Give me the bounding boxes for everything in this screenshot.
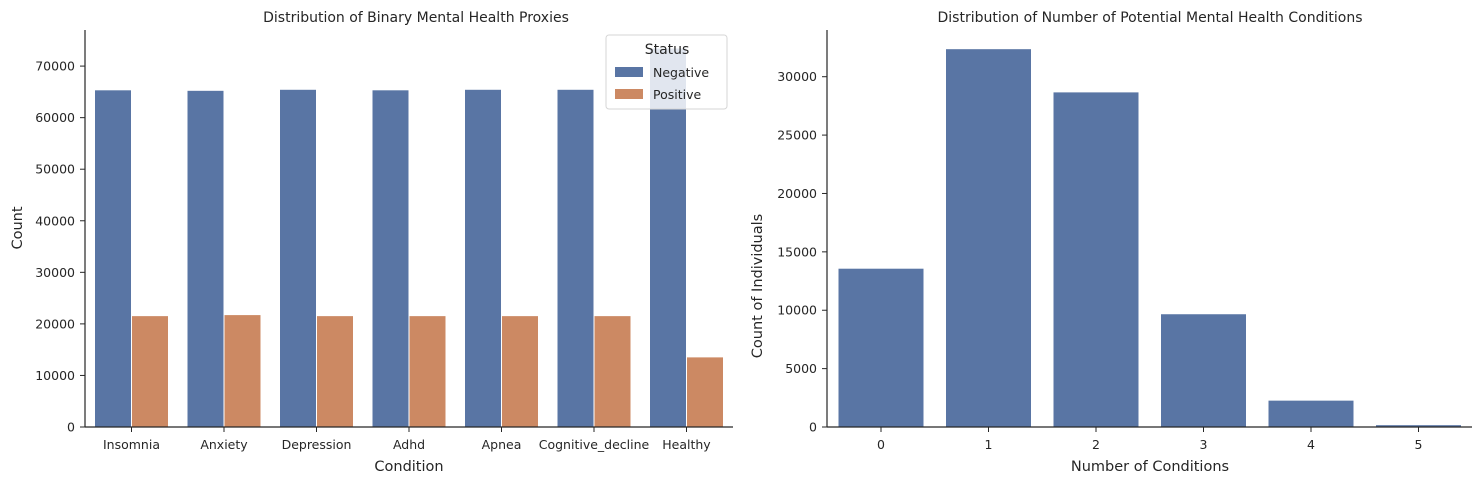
y-tick-label: 10000 (777, 303, 817, 318)
left-chart: Distribution of Binary Mental Health Pro… (10, 10, 733, 475)
legend-label-negative: Negative (653, 65, 709, 80)
bar-insomnia-negative (94, 89, 132, 428)
legend-label-positive: Positive (653, 87, 701, 102)
y-tick-label: 70000 (35, 59, 75, 74)
right-y-axis-label: Count of Individuals (750, 214, 766, 358)
bar-conditions-0 (837, 267, 925, 428)
x-tick-label: Depression (282, 437, 352, 452)
y-tick-label: 40000 (35, 213, 75, 228)
bar-cognitive_decline-positive (593, 315, 632, 428)
y-tick-label: 30000 (777, 69, 817, 84)
x-tick-label: Healthy (662, 437, 711, 452)
x-tick-label: Cognitive_decline (539, 437, 650, 452)
bar-apnea-negative (464, 88, 502, 428)
legend-swatch-positive (615, 89, 643, 99)
legend-swatch-negative (615, 67, 643, 77)
bar-depression-positive (316, 315, 354, 428)
bar-conditions-3 (1160, 313, 1247, 428)
y-tick-label: 10000 (35, 368, 75, 383)
left-x-axis-label: Condition (374, 459, 443, 475)
bar-apnea-positive (501, 315, 539, 428)
legend: Status Negative Positive (605, 34, 728, 110)
bar-depression-negative (279, 88, 317, 428)
y-tick-label: 5000 (785, 361, 817, 376)
bar-conditions-1 (945, 48, 1032, 428)
x-tick-label: Anxiety (200, 437, 248, 452)
x-tick-label: 0 (877, 437, 885, 452)
x-tick-label: 3 (1200, 437, 1208, 452)
y-tick-label: 30000 (35, 265, 75, 280)
bar-anxiety-negative (186, 89, 225, 428)
y-tick-label: 0 (809, 420, 817, 435)
x-tick-label: 2 (1092, 437, 1100, 452)
x-tick-label: Apnea (482, 437, 522, 452)
left-y-axis-label: Count (10, 206, 26, 249)
y-tick-label: 20000 (35, 316, 75, 331)
bar-cognitive_decline-negative (556, 88, 595, 428)
x-tick-label: 1 (985, 437, 993, 452)
y-tick-label: 50000 (35, 162, 75, 177)
right-chart: Distribution of Number of Potential Ment… (750, 10, 1472, 475)
bar-healthy-negative (649, 47, 687, 428)
bar-conditions-2 (1052, 91, 1140, 428)
x-tick-label: 4 (1307, 437, 1315, 452)
left-chart-title: Distribution of Binary Mental Health Pro… (263, 10, 569, 26)
bar-adhd-positive (408, 315, 447, 428)
x-tick-label: 5 (1415, 437, 1423, 452)
y-tick-label: 20000 (777, 186, 817, 201)
right-x-axis-label: Number of Conditions (1071, 459, 1229, 475)
bar-healthy-positive (686, 356, 724, 428)
bar-insomnia-positive (131, 315, 169, 428)
x-tick-label: Insomnia (103, 437, 160, 452)
y-tick-label: 25000 (777, 128, 817, 143)
legend-title: Status (645, 42, 690, 58)
y-tick-label: 60000 (35, 110, 75, 125)
y-tick-label: 15000 (777, 244, 817, 259)
bar-anxiety-positive (223, 314, 262, 428)
right-chart-title: Distribution of Number of Potential Ment… (938, 10, 1363, 26)
x-tick-label: Adhd (393, 437, 425, 452)
bar-conditions-4 (1267, 399, 1355, 428)
bar-adhd-negative (371, 89, 410, 428)
y-tick-label: 0 (67, 420, 75, 435)
